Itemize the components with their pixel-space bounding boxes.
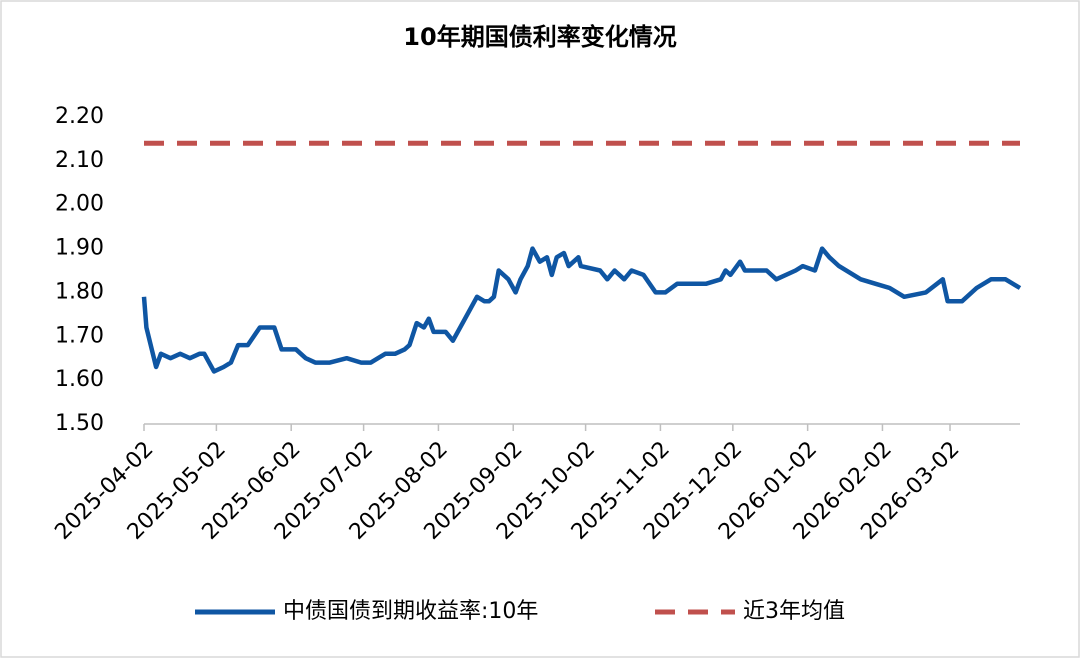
legend-label: 中债国债到期收益率:10年: [283, 599, 538, 624]
y-tick-label: 1.70: [55, 323, 104, 348]
y-tick-label: 1.90: [55, 236, 104, 261]
y-tick-label: 2.10: [55, 148, 104, 173]
series-line: [141, 246, 1022, 374]
chart-title: 10年期国债利率变化情况: [403, 23, 676, 51]
y-tick-label: 1.80: [55, 279, 104, 304]
y-tick-label: 1.60: [55, 367, 104, 392]
y-tick-label: 1.50: [55, 411, 104, 436]
legend-label: 近3年均值: [743, 599, 845, 624]
y-tick-label: 2.20: [55, 104, 104, 129]
y-tick-label: 2.00: [55, 192, 104, 217]
